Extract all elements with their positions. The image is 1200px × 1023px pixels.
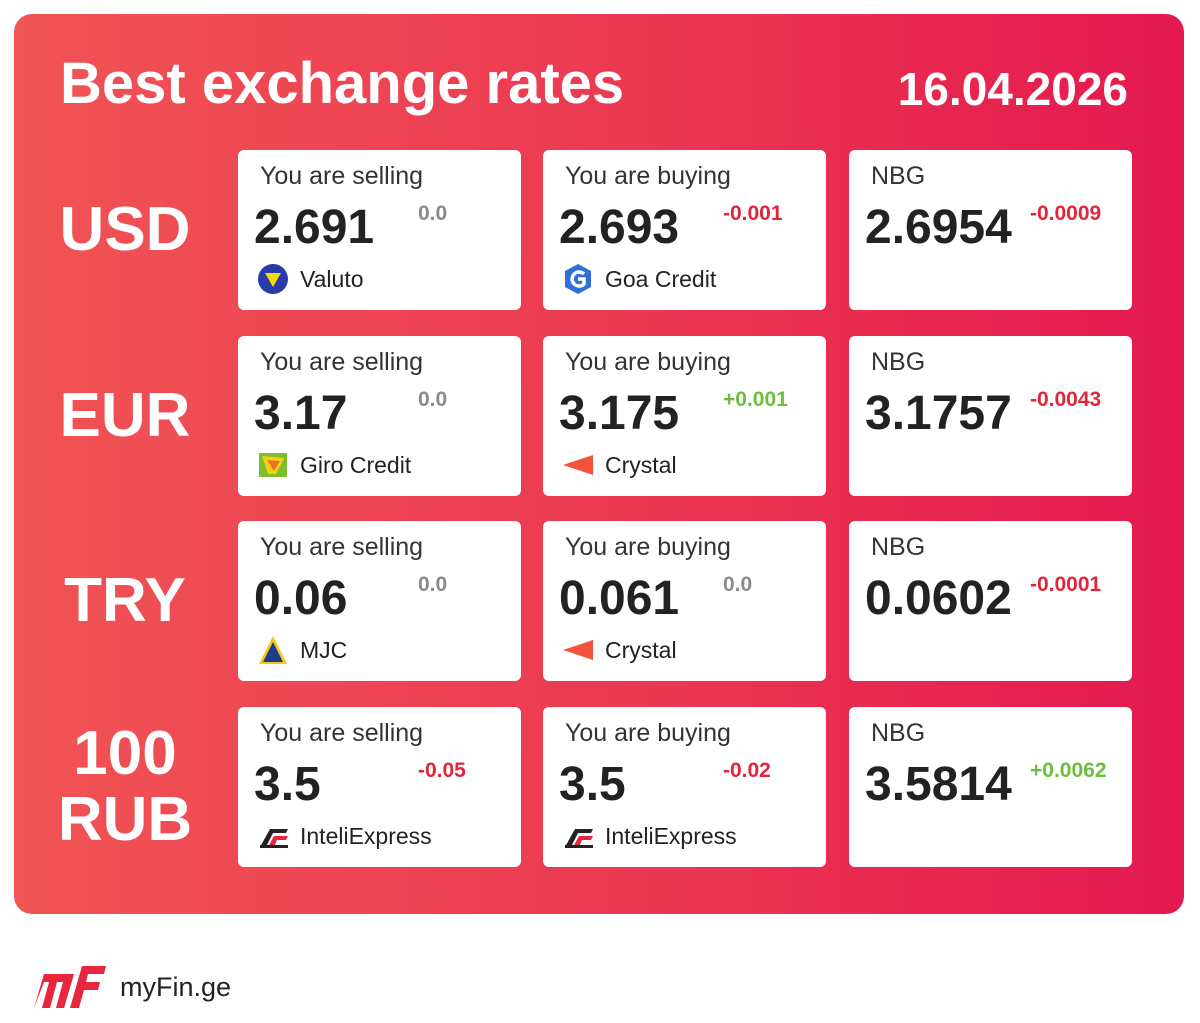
- rate-card: You are buying 0.061 0.0 Crystal: [543, 521, 826, 681]
- rate-card: You are selling 0.06 0.0 MJC: [238, 521, 521, 681]
- card-label: NBG: [871, 718, 926, 747]
- rate-change: 0.0: [418, 387, 448, 411]
- card-label: You are buying: [565, 718, 731, 747]
- provider-name: Goa Credit: [605, 266, 717, 292]
- card-label: You are buying: [565, 162, 731, 190]
- rate-card: You are buying 2.693 -0.001 Goa Credit: [543, 150, 826, 310]
- rate-value: 3.5814: [865, 757, 1012, 811]
- rate-value: 0.061: [559, 572, 680, 625]
- rate-change: -0.0009: [1030, 202, 1102, 225]
- rate-card: NBG 0.0602 -0.0001: [849, 521, 1132, 681]
- rate-card: You are selling 3.5 -0.05 InteliExpress: [238, 706, 521, 867]
- card-label: You are selling: [260, 162, 424, 190]
- rate-card: NBG 3.1757 -0.0043: [849, 335, 1132, 496]
- date: 16.04.2026: [897, 63, 1128, 115]
- rate-change: -0.05: [418, 758, 466, 782]
- card-label: You are buying: [565, 533, 731, 561]
- rate-change: +0.0062: [1030, 758, 1107, 782]
- rate-change: -0.0043: [1030, 387, 1102, 411]
- card-label: NBG: [871, 347, 926, 376]
- rate-change: 0.0: [723, 573, 753, 596]
- rate-value: 2.693: [559, 201, 680, 254]
- provider-name: Crystal: [605, 637, 677, 663]
- provider-name: Giro Credit: [300, 451, 412, 478]
- provider-logo: [260, 828, 288, 848]
- card-label: NBG: [871, 533, 926, 561]
- provider-name: Crystal: [605, 451, 677, 478]
- rate-card: NBG 2.6954 -0.0009: [849, 150, 1132, 310]
- provider-name: InteliExpress: [605, 822, 737, 849]
- rate-value: 3.5: [559, 757, 626, 811]
- brand-name[interactable]: myFin.ge: [120, 972, 232, 1002]
- currency: 100 RUB: [57, 719, 193, 854]
- card-label: You are buying: [565, 347, 731, 376]
- card-label: You are selling: [260, 347, 424, 376]
- rate-change: 0.0: [418, 202, 448, 225]
- rate-value: 3.17: [254, 386, 348, 440]
- rate-change: -0.02: [723, 758, 771, 782]
- provider-name: MJC: [300, 637, 348, 663]
- rate-card: NBG 3.5814 +0.0062: [849, 706, 1132, 867]
- card-label: NBG: [871, 162, 926, 190]
- provider-name: Valuto: [300, 266, 364, 292]
- currency: TRY: [64, 566, 186, 636]
- provider-logo: [563, 640, 593, 660]
- rate-card: You are buying 3.175 +0.001 Crystal: [543, 335, 826, 496]
- currency: USD: [59, 195, 191, 265]
- provider-logo: [259, 636, 287, 664]
- rate-card: You are selling 3.17 0.0 Giro Credit: [238, 335, 521, 496]
- card-label: You are selling: [260, 533, 424, 561]
- title: Best exchange rates: [60, 51, 625, 116]
- rate-value: 3.175: [559, 386, 680, 440]
- rate-value: 0.0602: [865, 572, 1012, 625]
- brand-logo: [34, 966, 106, 1008]
- rate-value: 3.5: [254, 757, 321, 811]
- card-label: You are selling: [260, 718, 424, 747]
- provider-logo: [563, 454, 593, 475]
- rate-value: 0.06: [254, 572, 348, 625]
- rate-change: -0.001: [723, 202, 783, 225]
- rate-card: You are selling 2.691 0.0 Valuto: [238, 150, 521, 310]
- rate-change: +0.001: [723, 387, 788, 411]
- rate-value: 2.6954: [865, 201, 1012, 254]
- provider-name: InteliExpress: [300, 822, 432, 849]
- rate-card: You are buying 3.5 -0.02 InteliExpress: [543, 706, 826, 867]
- rate-value: 2.691: [254, 201, 375, 254]
- provider-logo: [259, 452, 287, 477]
- provider-logo: [258, 264, 288, 294]
- rate-change: -0.0001: [1030, 573, 1102, 596]
- rate-change: 0.0: [418, 573, 448, 596]
- rate-value: 3.1757: [865, 386, 1012, 440]
- provider-logo: [565, 264, 591, 294]
- currency: EUR: [59, 380, 191, 450]
- provider-logo: [565, 828, 593, 848]
